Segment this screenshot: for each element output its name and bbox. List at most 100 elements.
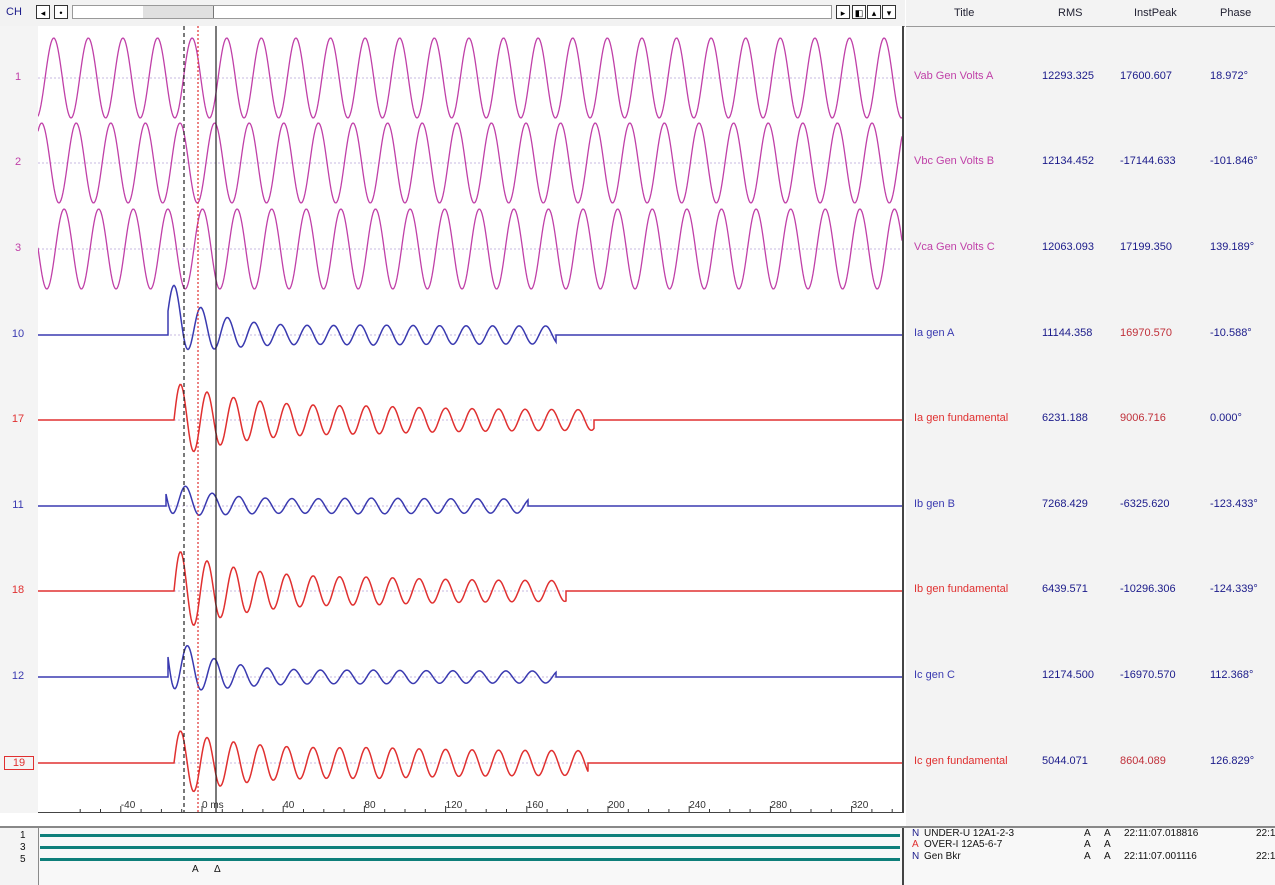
channel-phase: -10.588° (1210, 327, 1252, 339)
time-tick-label: 40 (283, 800, 295, 811)
event-state-1: A (1084, 851, 1091, 862)
channel-inst-peak: 8604.089 (1120, 755, 1166, 767)
scroll-dot-button[interactable]: • (54, 5, 68, 19)
event-time: 22:11:07.018816 (1124, 828, 1199, 839)
event-state-1: A (1084, 828, 1091, 839)
event-flag: N (912, 851, 920, 862)
event-row[interactable]: A OVER-I 12A5-6-7 A A (908, 839, 1275, 851)
time-tick-label: 280 (770, 800, 787, 811)
channel-row[interactable]: Vbc Gen Volts B 12134.452 -17144.633 -101.8… (906, 155, 1275, 171)
channel-inst-peak: 17600.607 (1120, 70, 1172, 82)
channel-rms: 11144.358 (1042, 327, 1093, 339)
channel-inst-peak: 17199.350 (1120, 241, 1172, 253)
header-phase: Phase (1220, 7, 1252, 19)
channel-inst-peak: -6325.620 (1120, 498, 1170, 510)
cursor-mark-delta[interactable]: Δ (214, 864, 221, 875)
channel-row[interactable]: Ib gen fundamental 6439.571 -10296.306 -124… (906, 583, 1275, 599)
header-title: Title (954, 7, 975, 19)
channel-inst-peak: 9006.716 (1120, 412, 1166, 424)
channel-phase: 112.368° (1210, 669, 1254, 681)
channel-number[interactable]: 17 (11, 413, 25, 425)
channel-number[interactable]: 10 (11, 328, 25, 340)
channel-title: Vca Gen Volts C (914, 241, 995, 253)
event-flag: A (912, 839, 919, 850)
scrollbar-thumb[interactable] (143, 6, 214, 18)
waveform-plot-area[interactable]: -40 0 ms 40 80 120 160 200 240 280 320 (38, 26, 904, 813)
channel-number[interactable]: 11 (12, 499, 24, 511)
current-trace (38, 284, 902, 351)
event-state-2: A (1104, 839, 1111, 850)
digital-trace-area[interactable]: A Δ (38, 828, 904, 885)
channel-rms: 6439.571 (1042, 583, 1088, 595)
channel-phase: 139.189° (1210, 241, 1255, 253)
digital-number-column: 1 3 5 (0, 828, 39, 885)
channel-phase: -124.339° (1210, 583, 1258, 595)
channel-rms: 12063.093 (1042, 241, 1094, 253)
horizontal-scrollbar[interactable] (72, 5, 832, 19)
channel-inst-peak: -17144.633 (1120, 155, 1176, 167)
time-tick-label: 80 (364, 800, 376, 811)
scroll-right-button[interactable]: ▸ (836, 5, 850, 19)
channel-number[interactable]: 3 (14, 242, 22, 254)
digital-trace-5 (40, 858, 900, 861)
time-tick-label: 0 ms (202, 800, 224, 811)
waveform-svg: -40 0 ms 40 80 120 160 200 240 280 320 (38, 26, 902, 813)
event-row[interactable]: N UNDER-U 12A1-2-3 A A 22:11:07.018816 22:1 (908, 828, 1275, 840)
event-time: 22:11:07.001116 (1124, 851, 1197, 862)
time-tick-label: 240 (689, 800, 706, 811)
time-tick-label: 320 (852, 800, 869, 811)
current-trace (38, 644, 902, 691)
channel-inst-peak: -16970.570 (1120, 669, 1176, 681)
channel-row[interactable]: Ia gen A 11144.358 16970.570 -10.588° (906, 327, 1275, 343)
channel-title: Vab Gen Volts A (914, 70, 994, 82)
digital-ch-1: 1 (20, 830, 26, 841)
zoom-up-button[interactable]: ▴ (867, 5, 881, 19)
channel-inst-peak: 16970.570 (1120, 327, 1172, 339)
time-tick-label: 120 (446, 800, 463, 811)
channel-number[interactable]: 12 (11, 670, 25, 682)
channel-number[interactable]: 18 (11, 584, 25, 596)
header-rms: RMS (1058, 7, 1083, 19)
current-trace (38, 730, 902, 793)
ch-label: CH (6, 6, 22, 18)
channel-row[interactable]: Ib gen B 7268.429 -6325.620 -123.433° (906, 498, 1275, 514)
zoom-down-button[interactable]: ▾ (882, 5, 896, 19)
channel-row[interactable]: Ic gen C 12174.500 -16970.570 112.368° (906, 669, 1275, 685)
channel-number-selected[interactable]: 19 (4, 756, 34, 770)
channel-rms: 12174.500 (1042, 669, 1094, 681)
channel-title: Vbc Gen Volts B (914, 155, 995, 167)
channel-number[interactable]: 2 (14, 156, 22, 168)
channel-inst-peak: -10296.306 (1120, 583, 1176, 595)
channel-rms: 12134.452 (1042, 155, 1094, 167)
zoom-fit-button[interactable]: ◧ (852, 5, 866, 19)
waveform-toolbar: CH ◂ • ▸ ◧ ▴ ▾ (0, 0, 905, 27)
voltage-trace (38, 37, 902, 119)
channel-number[interactable]: 1 (14, 71, 22, 83)
event-name: OVER-I 12A5-6-7 (924, 839, 1003, 850)
channel-row[interactable]: Ic gen fundamental 5044.071 8604.089 126.82… (906, 755, 1275, 771)
event-time-extra: 22:1 (1256, 851, 1275, 862)
time-axis-line (38, 812, 902, 813)
channel-title: Ib gen B (914, 498, 955, 510)
scroll-left-button[interactable]: ◂ (36, 5, 50, 19)
channel-phase: -123.433° (1210, 498, 1258, 510)
digital-ch-3: 3 (20, 842, 26, 853)
time-tick-label: 200 (608, 800, 625, 811)
cursor-mark-a[interactable]: A (192, 864, 199, 875)
channel-row[interactable]: Vab Gen Volts A 12293.325 17600.607 18.972° (906, 70, 1275, 86)
current-trace (38, 383, 902, 453)
event-state-2: A (1104, 828, 1111, 839)
channel-rms: 6231.188 (1042, 412, 1088, 424)
channel-phase: 18.972° (1210, 70, 1249, 82)
digital-ch-5: 5 (20, 854, 26, 865)
channel-title: Ic gen C (914, 669, 955, 681)
channel-title: Ia gen A (914, 327, 955, 339)
event-flag: N (912, 828, 920, 839)
current-trace (38, 485, 902, 517)
event-row[interactable]: N Gen Bkr A A 22:11:07.001116 22:1 (908, 851, 1275, 863)
channel-row[interactable]: Ia gen fundamental 6231.188 9006.716 0.000° (906, 412, 1275, 428)
channel-rms: 5044.071 (1042, 755, 1088, 767)
event-time-extra: 22:1 (1256, 828, 1275, 839)
channel-phase: 0.000° (1210, 412, 1242, 424)
channel-row[interactable]: Vca Gen Volts C 12063.093 17199.350 139.189… (906, 241, 1275, 257)
